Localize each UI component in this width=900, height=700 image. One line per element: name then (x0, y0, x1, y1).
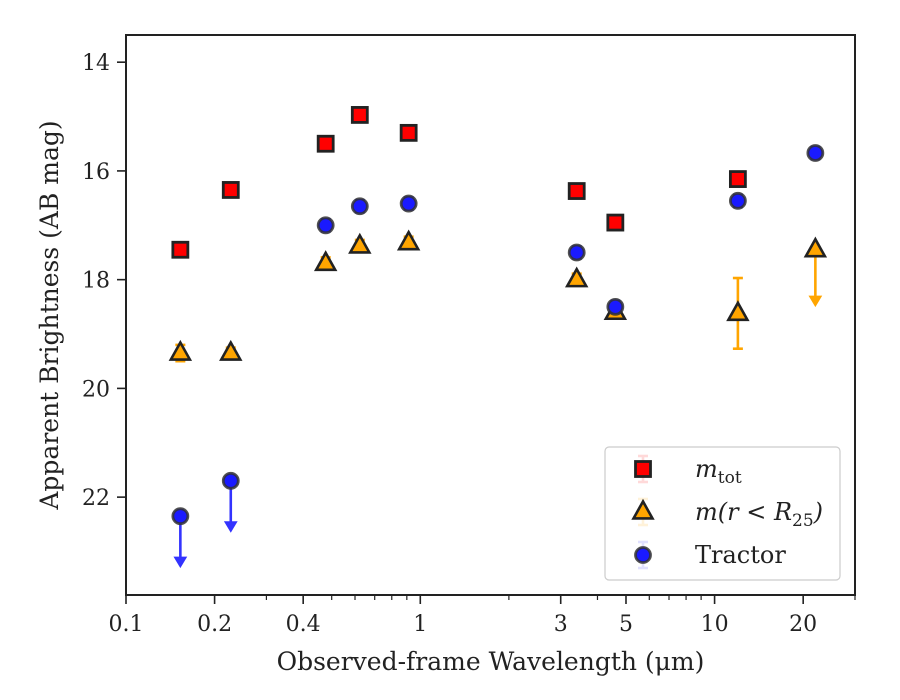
x-axis-label: Observed-frame Wavelength (μm) (277, 647, 705, 676)
point-square-1 (221, 181, 240, 199)
x-tick-label-3: 1 (413, 612, 427, 637)
legend-label-0: mtot (695, 455, 742, 488)
point-circle-8 (806, 144, 825, 162)
y-axis-label: Apparent Brightness (AB mag) (35, 120, 64, 510)
x-tick-label-7: 20 (789, 612, 817, 637)
x-tick-label-4: 3 (554, 612, 568, 637)
point-circle-0 (171, 507, 190, 526)
legend-marker-triangle (631, 498, 655, 520)
legend-marker-square (634, 460, 652, 478)
point-circle-6 (606, 297, 625, 316)
plot-frame (125, 34, 856, 596)
point-triangle-0 (168, 339, 193, 361)
limit-arrow-2-1-head (223, 521, 238, 533)
legend-label-1: m(r < R25) (695, 498, 823, 531)
y-tick-label-3: 20 (82, 377, 110, 402)
limit-arrow-2-0-head (173, 556, 188, 569)
y-tick-label-1: 16 (82, 160, 110, 185)
point-square-2 (316, 134, 335, 153)
x-tick-label-2: 0.4 (286, 612, 321, 637)
x-tick-label-1: 0.2 (197, 612, 232, 637)
y-tick-label-2: 18 (82, 269, 110, 294)
y-tick-label-0: 14 (82, 51, 110, 76)
point-triangle-1 (219, 339, 243, 361)
point-triangle-3 (348, 232, 372, 254)
point-triangle-2 (313, 250, 338, 272)
point-square-3 (350, 106, 369, 124)
point-circle-4 (399, 194, 418, 213)
point-square-0 (171, 240, 190, 259)
point-square-6 (606, 213, 625, 232)
point-circle-3 (350, 197, 369, 216)
point-circle-1 (221, 471, 240, 490)
x-tick-label-5: 5 (619, 612, 633, 637)
legend: mtot m(r < R25) Tractor (604, 446, 841, 581)
point-square-4 (399, 123, 418, 142)
point-square-7 (728, 170, 747, 188)
legend-marker-circle (634, 546, 652, 564)
axes: 0.1 0.2 0.4 1 3 5 10 20 14 16 18 20 22 Observed-frame… (35, 34, 856, 676)
point-circle-7 (728, 191, 747, 210)
x-tick-label-0: 0.1 (109, 612, 144, 637)
point-triangle-4 (396, 229, 421, 251)
limit-arrow-1-8-head (808, 295, 823, 308)
point-circle-5 (567, 243, 586, 262)
point-triangle-7 (726, 300, 750, 322)
legend-label-2: Tractor (695, 541, 786, 569)
legend-box (604, 446, 841, 581)
point-circle-2 (316, 216, 335, 235)
point-triangle-5 (564, 266, 589, 288)
x-tick-label-6: 10 (701, 612, 729, 637)
point-square-5 (567, 182, 586, 200)
point-triangle-8 (803, 236, 828, 258)
y-tick-label-4: 22 (82, 486, 110, 511)
